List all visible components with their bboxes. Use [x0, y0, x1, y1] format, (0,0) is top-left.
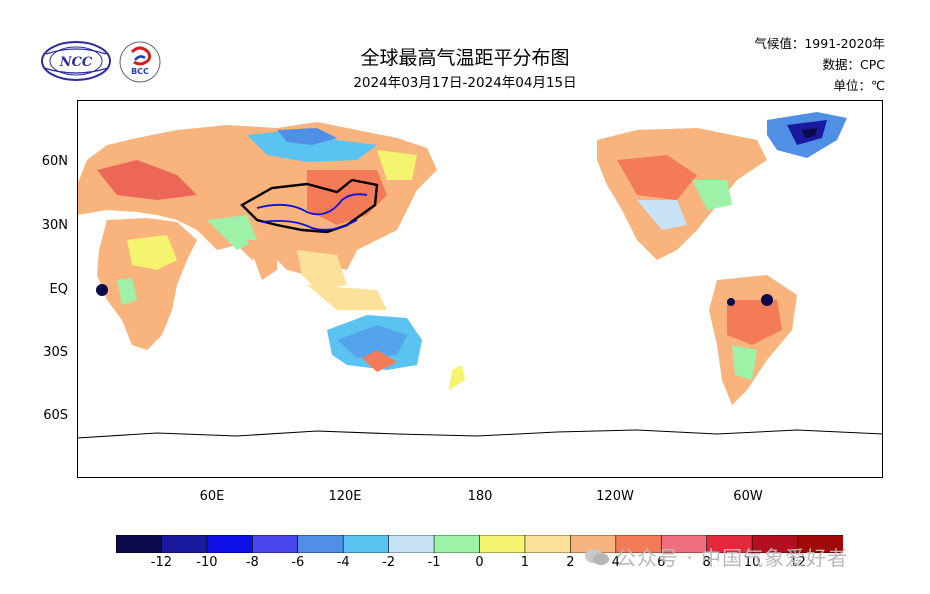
data-source: 数据：CPC [822, 57, 886, 72]
colorbar-swatch [433, 535, 481, 553]
wechat-icon [584, 547, 610, 567]
y-tick-label: 60S [43, 408, 68, 423]
x-tick-label: 120W [596, 489, 634, 504]
yangtze-river [261, 219, 358, 231]
y-tick-label: 60N [41, 154, 68, 169]
colorbar-label: -12 [150, 555, 172, 570]
colorbar-label: 8 [702, 555, 711, 570]
colorbar-label: 1 [520, 555, 530, 570]
svg-text:BCC: BCC [131, 67, 149, 76]
yellow-river [256, 193, 368, 216]
antarctica-coast [77, 429, 883, 439]
colorbar-swatch [797, 535, 843, 553]
x-tick-label: 120E [328, 489, 362, 504]
watermark: 公众号 · 中国气象爱好者 [616, 546, 849, 570]
colorbar-label: 12 [789, 555, 806, 570]
y-tick-label: 30N [41, 218, 68, 233]
svg-text:NCC: NCC [59, 55, 93, 70]
colorbar-swatch [206, 535, 254, 553]
map-metadata: 气候值：1991-2020年 数据：CPC 单位：℃ [754, 33, 885, 96]
x-tick-label: 180 [467, 489, 493, 504]
colorbar [116, 535, 843, 553]
colorbar-label: -8 [245, 555, 259, 570]
colorbar-label: 2 [566, 555, 575, 570]
y-tick-label: 30S [43, 345, 68, 360]
x-tick-label: 60E [199, 489, 225, 504]
colorbar-label: -10 [196, 555, 218, 570]
map-title: 全球最高气温距平分布图 [360, 47, 570, 69]
y-tick-label: EQ [49, 282, 68, 297]
colorbar-label: 10 [743, 555, 761, 570]
colorbar-label: -4 [336, 555, 350, 570]
colorbar-swatch [479, 535, 526, 553]
colorbar-label: -6 [291, 555, 305, 570]
colorbar-swatch [342, 535, 390, 553]
colorbar-label: 0 [475, 555, 484, 570]
ncc-logo: NCC [40, 40, 112, 82]
x-tick-label: 60W [733, 489, 763, 504]
map-date-range: 2024年03月17日-2024年04月15日 [353, 75, 577, 91]
colorbar-swatch [524, 535, 572, 553]
china-border [240, 178, 379, 234]
colorbar-label: -2 [382, 555, 396, 570]
colorbar-swatch [161, 535, 208, 553]
unit-label: 单位：℃ [833, 78, 885, 93]
colorbar-swatch [116, 535, 163, 553]
colorbar-swatch [297, 535, 344, 553]
colorbar-label: 4 [611, 555, 620, 570]
anomaly-map [77, 100, 883, 478]
colorbar-label: 6 [657, 555, 666, 570]
bcc-logo: BCC [118, 40, 162, 84]
colorbar-swatch [388, 535, 435, 553]
colorbar-label: -1 [427, 555, 441, 570]
climate-period: 气候值：1991-2020年 [754, 36, 885, 51]
colorbar-swatch [252, 535, 299, 553]
